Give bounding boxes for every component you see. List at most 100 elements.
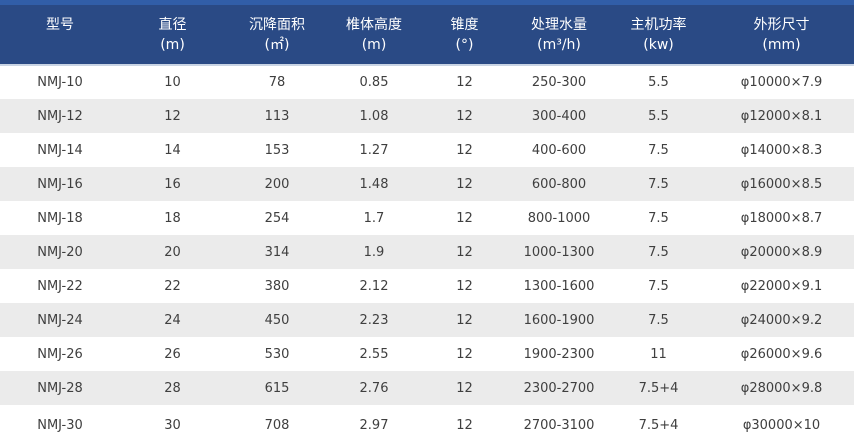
cell-model: NMJ-20 — [37, 244, 83, 260]
cell-water-capacity: 1000-1300 — [523, 244, 595, 260]
col-header-unit: (mm) — [762, 36, 801, 53]
cell-model: NMJ-14 — [37, 142, 83, 158]
cell-water-capacity: 1900-2300 — [523, 346, 595, 362]
col-header-cone-height: 椎体高度 (m) — [329, 5, 419, 66]
cell-model: NMJ-30 — [37, 418, 83, 433]
col-header-label: 主机功率 — [630, 16, 687, 33]
cell-model: NMJ-18 — [37, 210, 83, 226]
cell-dimensions: φ16000×8.5 — [740, 176, 823, 192]
col-header-label: 椎体高度 — [346, 16, 402, 33]
cell-model: NMJ-10 — [37, 75, 83, 90]
cell-taper: 12 — [456, 278, 473, 294]
col-header-unit: (°) — [455, 36, 474, 53]
col-header-unit: (m) — [160, 36, 185, 53]
cell-motor-power: 7.5 — [648, 176, 669, 192]
cell-diameter: 30 — [164, 418, 181, 433]
table-row: NMJ-22 22 380 2.12 12 1300-1600 7.5 φ220… — [0, 269, 854, 303]
cell-taper: 12 — [456, 346, 473, 362]
table-row: NMJ-26 26 530 2.55 12 1900-2300 11 φ2600… — [0, 337, 854, 371]
col-header-motor-power: 主机功率 (kw) — [608, 5, 709, 66]
cell-dimensions: φ10000×7.9 — [740, 75, 823, 90]
cell-cone-height: 2.12 — [359, 278, 389, 294]
cell-settling-area: 314 — [264, 244, 290, 260]
cell-settling-area: 78 — [268, 75, 286, 90]
cell-cone-height: 0.85 — [359, 75, 389, 90]
cell-model: NMJ-16 — [37, 176, 83, 192]
cell-motor-power: 5.5 — [648, 108, 669, 124]
table-row: NMJ-24 24 450 2.23 12 1600-1900 7.5 φ240… — [0, 303, 854, 337]
table-row: NMJ-20 20 314 1.9 12 1000-1300 7.5 φ2000… — [0, 235, 854, 269]
cell-dimensions: φ24000×9.2 — [740, 312, 823, 328]
cell-water-capacity: 2700-3100 — [523, 418, 595, 433]
cell-motor-power: 11 — [650, 346, 667, 362]
cell-taper: 12 — [456, 108, 473, 124]
cell-water-capacity: 250-300 — [531, 75, 587, 90]
spec-table: 型号 直径 (m) 沉降面积 (㎡) 椎体高度 (m) 锥度 (°) 处理水量 … — [0, 5, 854, 446]
cell-settling-area: 615 — [264, 380, 290, 396]
col-header-dimensions: 外形尺寸 (mm) — [709, 5, 854, 66]
cell-model: NMJ-26 — [37, 346, 83, 362]
cell-taper: 12 — [456, 312, 473, 328]
cell-motor-power: 7.5 — [648, 244, 669, 260]
cell-model: NMJ-22 — [37, 278, 83, 294]
col-header-label: 沉降面积 — [249, 16, 305, 33]
cell-dimensions: φ22000×9.1 — [740, 278, 823, 294]
cell-cone-height: 1.48 — [359, 176, 389, 192]
cell-settling-area: 200 — [264, 176, 290, 192]
col-header-taper: 锥度 (°) — [419, 5, 510, 66]
cell-settling-area: 450 — [264, 312, 290, 328]
cell-motor-power: 7.5 — [648, 278, 669, 294]
cell-cone-height: 1.08 — [359, 108, 389, 124]
cell-diameter: 22 — [164, 278, 181, 294]
table-row: NMJ-30 30 708 2.97 12 2700-3100 7.5+4 φ3… — [0, 405, 854, 446]
cell-motor-power: 7.5+4 — [638, 418, 679, 433]
cell-water-capacity: 2300-2700 — [523, 380, 595, 396]
cell-diameter: 16 — [164, 176, 181, 192]
cell-diameter: 12 — [164, 108, 181, 124]
cell-settling-area: 530 — [264, 346, 290, 362]
cell-model: NMJ-12 — [37, 108, 83, 124]
cell-motor-power: 7.5+4 — [638, 380, 679, 396]
cell-dimensions: φ12000×8.1 — [740, 108, 823, 124]
col-header-water-capacity: 处理水量 (m³/h) — [510, 5, 608, 66]
cell-cone-height: 2.76 — [359, 380, 389, 396]
table-row: NMJ-18 18 254 1.7 12 800-1000 7.5 φ18000… — [0, 201, 854, 235]
cell-motor-power: 7.5 — [648, 210, 669, 226]
cell-diameter: 20 — [164, 244, 181, 260]
table-row: NMJ-10 10 78 0.85 12 250-300 5.5 φ10000×… — [0, 65, 854, 99]
cell-water-capacity: 600-800 — [531, 176, 587, 192]
cell-taper: 12 — [456, 142, 473, 158]
col-header-label: 锥度 — [450, 16, 479, 33]
table-body: NMJ-10 10 78 0.85 12 250-300 5.5 φ10000×… — [0, 65, 854, 446]
cell-diameter: 24 — [164, 312, 181, 328]
col-header-unit: (㎡) — [264, 36, 290, 53]
cell-cone-height: 2.23 — [359, 312, 389, 328]
col-header-settling-area: 沉降面积 (㎡) — [225, 5, 329, 66]
cell-dimensions: φ14000×8.3 — [740, 142, 823, 158]
cell-water-capacity: 1300-1600 — [523, 278, 595, 294]
cell-water-capacity: 800-1000 — [527, 210, 591, 226]
cell-taper: 12 — [456, 244, 473, 260]
col-header-label: 处理水量 — [531, 16, 587, 33]
cell-cone-height: 1.7 — [363, 210, 385, 226]
cell-diameter: 26 — [164, 346, 181, 362]
cell-taper: 12 — [456, 418, 473, 433]
cell-taper: 12 — [456, 176, 473, 192]
cell-settling-area: 708 — [264, 418, 290, 433]
cell-cone-height: 1.9 — [363, 244, 385, 260]
cell-dimensions: φ26000×9.6 — [740, 346, 823, 362]
cell-water-capacity: 1600-1900 — [523, 312, 595, 328]
cell-model: NMJ-24 — [37, 312, 83, 328]
cell-water-capacity: 400-600 — [531, 142, 587, 158]
col-header-unit — [0, 35, 120, 55]
col-header-model: 型号 — [0, 5, 120, 66]
cell-motor-power: 7.5 — [648, 142, 669, 158]
table-row: NMJ-28 28 615 2.76 12 2300-2700 7.5+4 φ2… — [0, 371, 854, 405]
cell-diameter: 28 — [164, 380, 181, 396]
cell-settling-area: 153 — [264, 142, 290, 158]
table-header: 型号 直径 (m) 沉降面积 (㎡) 椎体高度 (m) 锥度 (°) 处理水量 … — [0, 5, 854, 66]
cell-dimensions: φ20000×8.9 — [740, 244, 823, 260]
cell-taper: 12 — [456, 380, 473, 396]
table-row: NMJ-14 14 153 1.27 12 400-600 7.5 φ14000… — [0, 133, 854, 167]
cell-cone-height: 2.55 — [359, 346, 389, 362]
